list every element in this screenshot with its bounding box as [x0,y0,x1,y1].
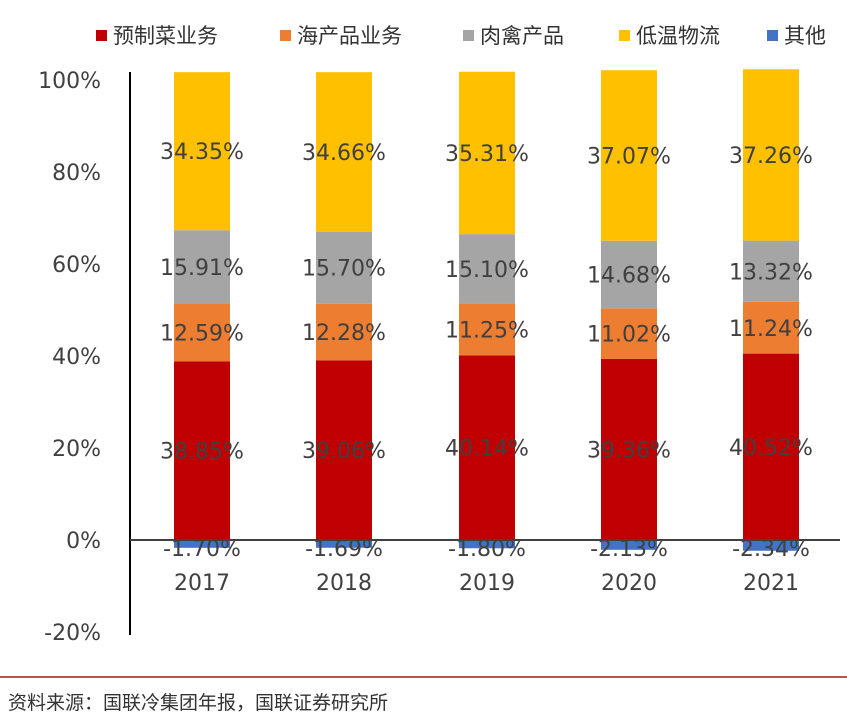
data-label-2017-series-3: 15.91% [160,256,244,281]
bar-2020-series-5 [601,540,657,550]
data-label-2019-series-5: -1.80% [448,537,526,562]
y-tick-label: 0% [66,529,101,554]
bar-2017-series-1 [174,361,230,540]
stacked-bar-chart: 预制菜业务 海产品业务 肉禽产品 低温物流 其他 100% 80% 60% 40% 20% 0% -… [38,24,840,646]
data-label-2021-series-3: 13.32% [729,260,813,285]
y-tick-label: 100% [38,69,101,94]
data-label-2021-series-4: 37.26% [729,144,813,169]
data-label-2018-series-5: -1.69% [305,537,383,562]
legend-label-3: 肉禽产品 [480,24,564,48]
data-label-2017-series-1: 38.85% [160,440,244,465]
data-label-2018-series-2: 12.28% [302,321,386,346]
legend-swatch-2 [280,30,291,41]
y-tick-label: -20% [44,621,101,646]
y-tick-label: 60% [52,253,101,278]
bar-2020-series-3 [601,240,657,309]
x-axis: 2017 2018 2019 2020 2021 [130,539,840,596]
data-label-2019-series-4: 35.31% [445,142,529,167]
x-category-label: 2020 [601,571,657,596]
data-label-2019-series-2: 11.25% [445,318,529,343]
bar-2018-series-1 [316,360,372,540]
legend-swatch-1 [96,30,107,41]
legend: 预制菜业务 海产品业务 肉禽产品 低温物流 其他 [96,24,826,48]
bars [174,69,799,551]
data-label-2020-series-2: 11.02% [587,323,671,348]
data-labels: 38.85% 12.59% 15.91% 34.35% -1.70% 39.06% 12.2… [160,140,813,562]
data-label-2021-series-1: 40.52% [729,436,813,461]
bar-2017-series-3 [174,230,230,304]
legend-swatch-5 [767,30,778,41]
data-label-2020-series-4: 37.07% [587,144,671,169]
bar-2020-series-1 [601,358,657,540]
x-category-label: 2019 [459,571,515,596]
bar-2020-series-2 [601,308,657,359]
bar-2017-series-4 [174,72,230,231]
legend-label-4: 低温物流 [636,24,720,48]
y-tick-label: 40% [52,345,101,370]
bar-2018-series-4 [316,72,372,232]
x-category-label: 2017 [174,571,230,596]
data-label-2019-series-1: 40.14% [445,437,529,462]
x-category-label: 2018 [316,571,372,596]
y-axis: 100% 80% 60% 40% 20% 0% -20% [38,69,131,646]
data-label-2019-series-3: 15.10% [445,258,529,283]
data-label-2017-series-5: -1.70% [163,537,241,562]
data-label-2017-series-2: 12.59% [160,321,244,346]
bar-2018-series-2 [316,303,372,361]
bar-2021-series-2 [743,301,799,354]
y-tick-label: 20% [52,437,101,462]
y-tick-label: 80% [52,161,101,186]
legend-label-2: 海产品业务 [297,24,402,48]
legend-label-1: 预制菜业务 [113,24,218,48]
bar-2019-series-5 [459,540,515,549]
bar-2018-series-3 [316,231,372,304]
bar-2019-series-4 [459,71,515,235]
data-label-2017-series-4: 34.35% [160,140,244,165]
bar-2021-series-5 [743,540,799,551]
bar-2019-series-1 [459,355,515,540]
bar-2019-series-2 [459,303,515,356]
source-note: 资料来源：国联冷集团年报，国联证券研究所 [8,692,389,714]
x-category-label: 2021 [743,571,799,596]
bar-2017-series-2 [174,303,230,362]
data-label-2021-series-2: 11.24% [729,317,813,342]
bar-2019-series-3 [459,234,515,304]
data-label-2020-series-1: 39.36% [587,438,671,463]
legend-swatch-4 [619,30,630,41]
legend-label-5: 其他 [784,24,826,48]
bar-2018-series-5 [316,540,372,548]
data-label-2021-series-5: -2.34% [732,537,810,562]
source-divider [0,676,847,678]
bar-2021-series-4 [743,69,799,241]
legend-swatch-3 [463,30,474,41]
data-label-2018-series-3: 15.70% [302,257,386,282]
bar-2021-series-1 [743,353,799,540]
bar-2020-series-4 [601,70,657,241]
data-label-2018-series-1: 39.06% [302,439,386,464]
bar-2021-series-3 [743,240,799,302]
bar-2017-series-5 [174,540,230,548]
data-label-2018-series-4: 34.66% [302,141,386,166]
data-label-2020-series-3: 14.68% [587,263,671,288]
data-label-2020-series-5: -2.13% [590,537,668,562]
